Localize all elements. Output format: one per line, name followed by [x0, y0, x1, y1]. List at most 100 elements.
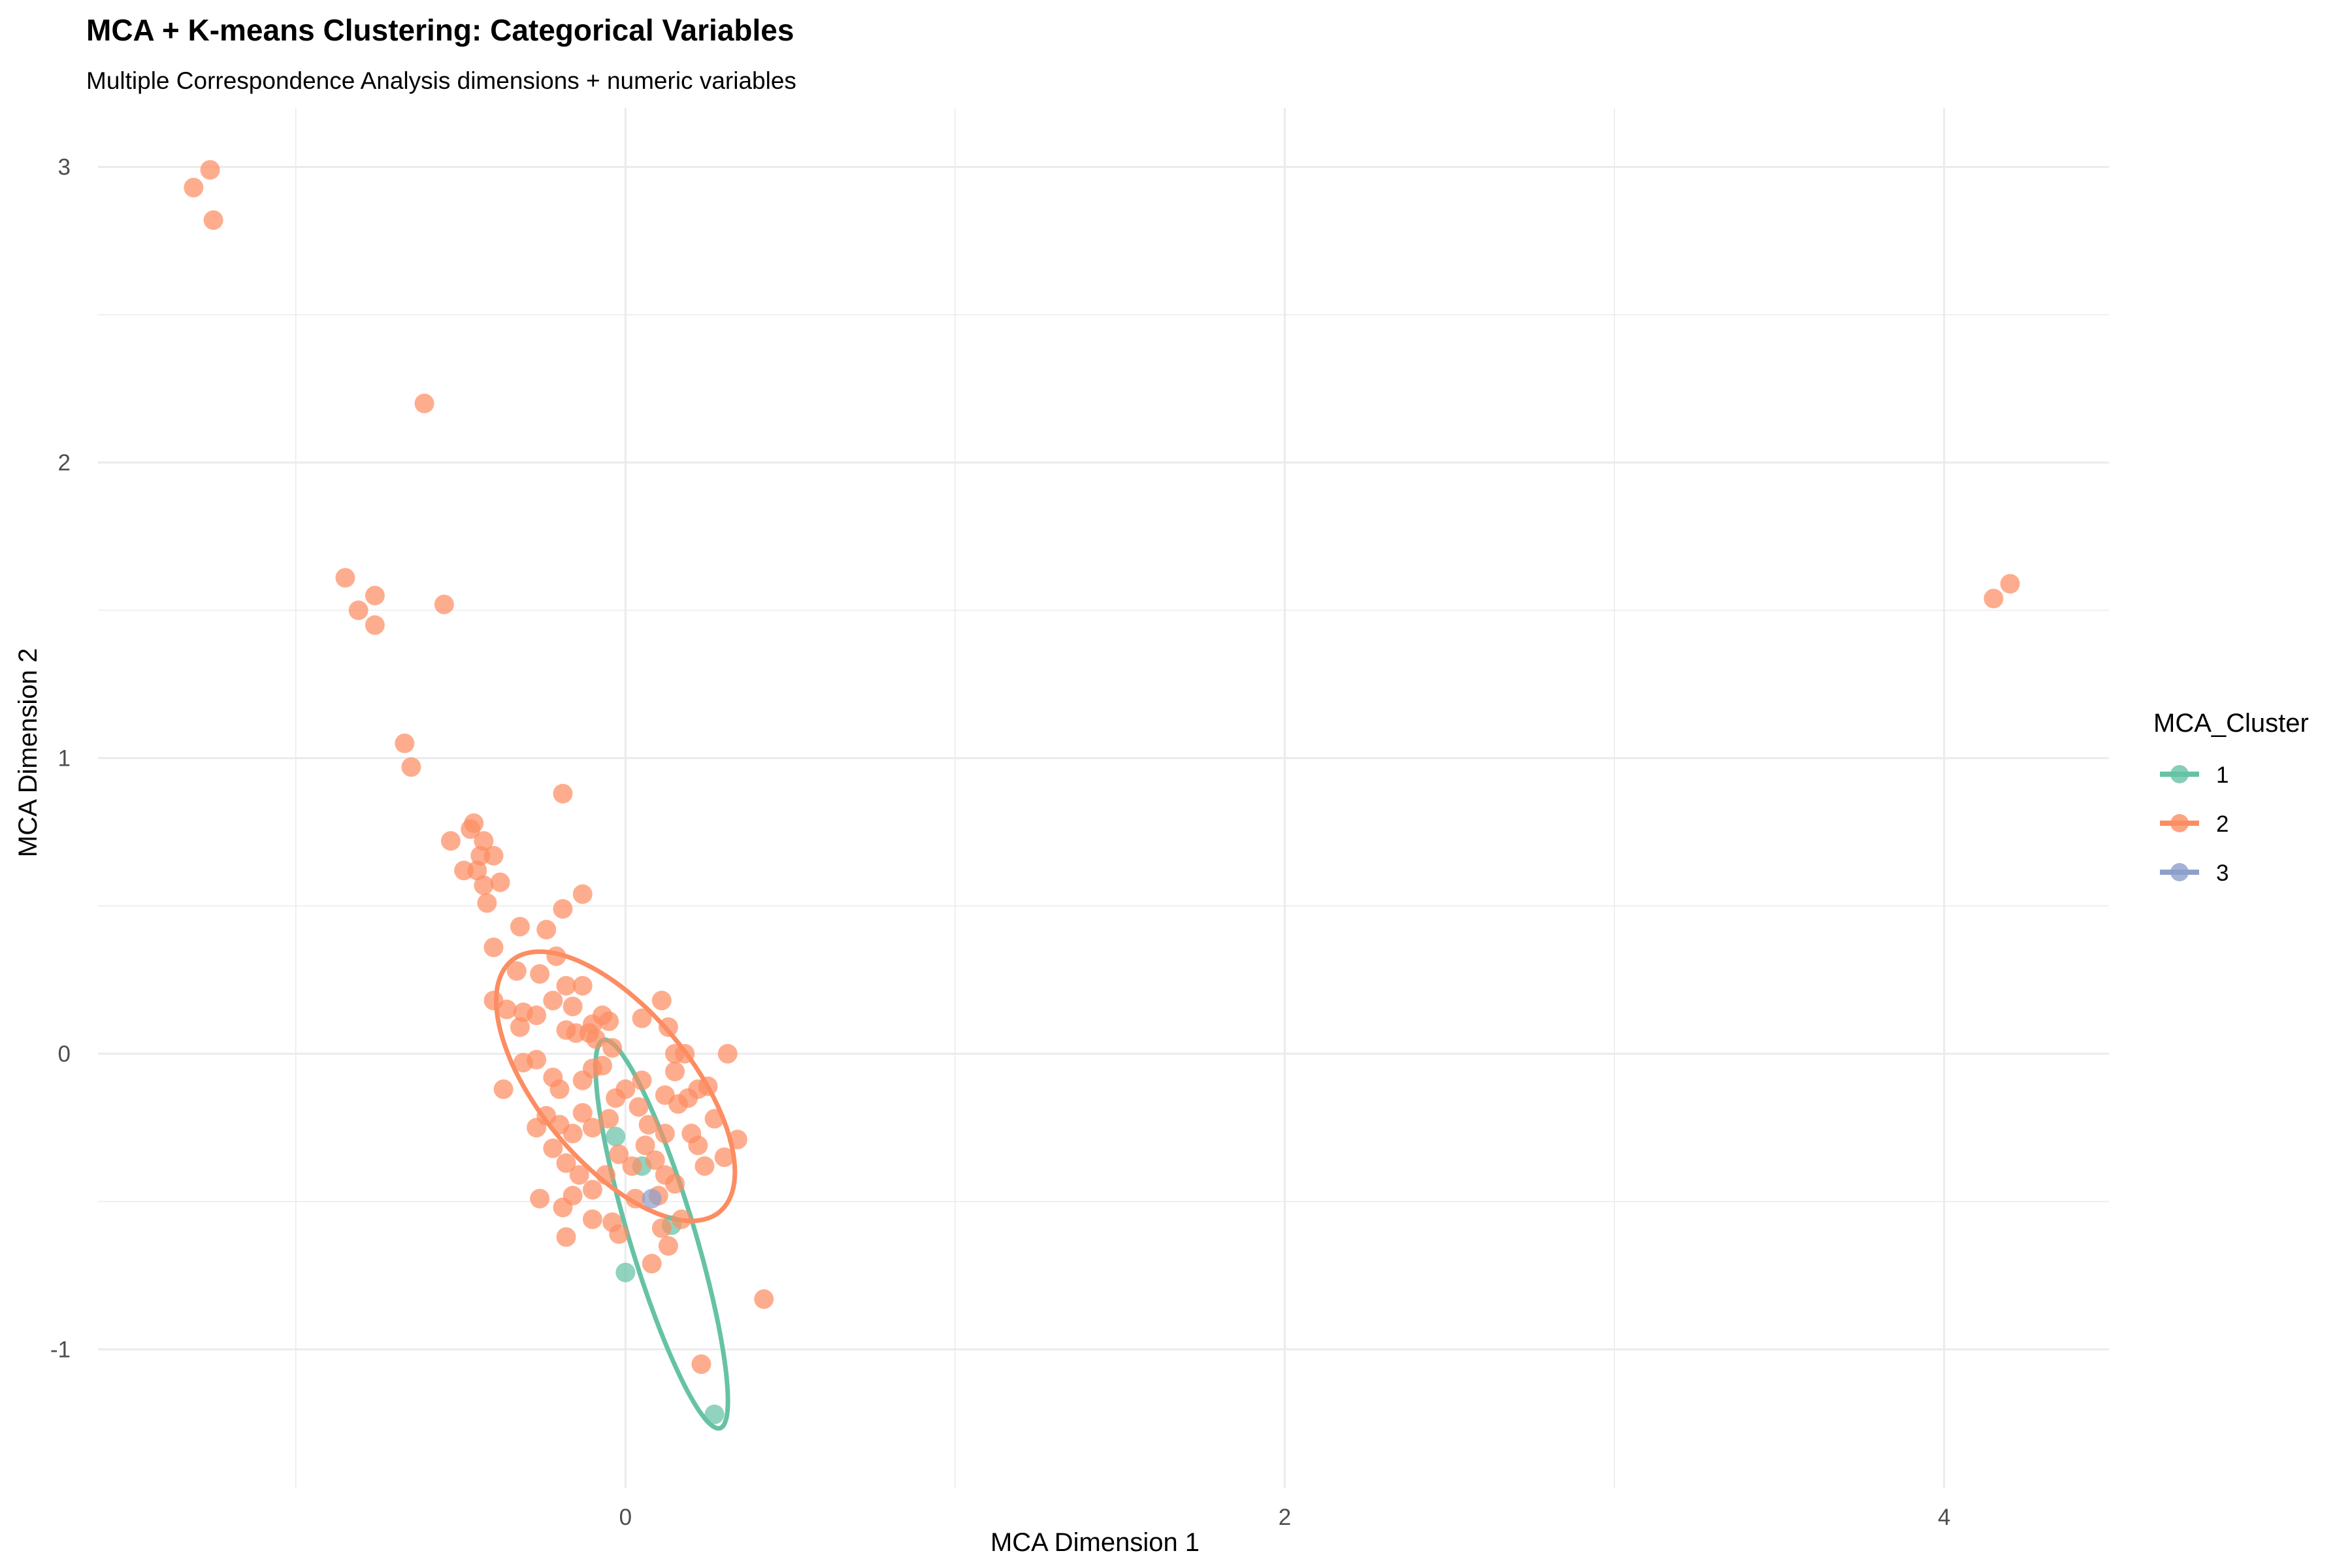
cluster-1-point: [615, 1262, 636, 1282]
cluster-2-point: [688, 1135, 708, 1156]
cluster-2-point: [694, 1156, 715, 1176]
cluster-2-point: [665, 1062, 685, 1082]
cluster-1-point: [704, 1404, 725, 1424]
legend: MCA_Cluster 1 2 3: [2153, 709, 2309, 886]
cluster-2-point: [632, 1008, 652, 1028]
grid: [98, 108, 2109, 1488]
cluster-2-point: [714, 1147, 734, 1168]
cluster-2-point: [1984, 589, 2004, 609]
scatter-points: [184, 160, 2020, 1424]
cluster-2-point: [434, 595, 454, 615]
cluster-2-point: [474, 875, 494, 895]
chart-subtitle: Multiple Correspondence Analysis dimensi…: [86, 67, 796, 94]
cluster-2-point: [395, 733, 415, 753]
cluster-2-point: [582, 1209, 602, 1230]
cluster-2-point: [200, 160, 220, 180]
cluster-2-point: [549, 1079, 570, 1100]
cluster-2-point: [727, 1130, 747, 1150]
cluster-2-point: [629, 1097, 649, 1117]
cluster-2-point: [493, 1079, 514, 1100]
cluster-2-point: [602, 1037, 623, 1058]
cluster-2-point: [365, 615, 385, 635]
cluster-2-point: [704, 1109, 725, 1129]
cluster-2-point: [609, 1224, 629, 1244]
cluster-2-point: [483, 937, 504, 957]
cluster-2-point: [599, 1011, 619, 1032]
y-axis-title: MCA Dimension 2: [14, 648, 42, 857]
legend-key-point: [2170, 863, 2189, 881]
cluster-2-point: [651, 990, 672, 1011]
cluster-1-point: [606, 1126, 626, 1147]
x-tick-label: 2: [1279, 1505, 1291, 1530]
cluster-2-point: [536, 919, 557, 939]
cluster-2-point: [553, 783, 573, 804]
cluster-2-point: [483, 845, 504, 866]
cluster-2-point: [572, 884, 593, 904]
cluster-2-point: [655, 1124, 675, 1144]
cluster-2-point: [543, 990, 563, 1011]
cluster-2-point: [638, 1115, 659, 1135]
cluster-2-point: [477, 893, 497, 913]
cluster-2-point: [645, 1150, 665, 1170]
legend-item-1: 1: [2160, 762, 2229, 788]
cluster-2-point: [754, 1289, 774, 1309]
cluster-2-point: [543, 1138, 563, 1158]
legend-label: 2: [2216, 811, 2229, 837]
legend-title: MCA_Cluster: [2153, 709, 2309, 738]
cluster-2-point: [556, 1227, 576, 1247]
cluster-3-point: [642, 1188, 662, 1209]
x-axis-title: MCA Dimension 1: [990, 1528, 1200, 1557]
cluster-2-point: [572, 1103, 593, 1123]
legend-item-3: 3: [2160, 860, 2229, 886]
cluster-2-point: [527, 1005, 547, 1026]
cluster-2-point: [579, 1023, 599, 1043]
cluster-2-point: [563, 1124, 583, 1144]
cluster-2-point: [474, 831, 494, 851]
cluster-2-point: [556, 1153, 576, 1173]
cluster-2-point: [335, 568, 355, 588]
cluster-2-point: [635, 1135, 655, 1156]
cluster-2-point: [467, 860, 487, 881]
cluster-2-point: [440, 831, 461, 851]
cluster-2-point: [530, 964, 550, 984]
cluster-2-point: [658, 1017, 678, 1037]
cluster-2-point: [625, 1188, 645, 1209]
cluster-2-point: [668, 1094, 689, 1114]
cluster-2-point: [569, 1165, 589, 1185]
cluster-2-point: [582, 1180, 602, 1200]
cluster-2-point: [546, 946, 566, 966]
legend-label: 1: [2216, 762, 2229, 788]
cluster-2-point: [401, 757, 421, 777]
y-tick-label: 0: [58, 1041, 71, 1067]
cluster-2-point: [622, 1156, 642, 1176]
cluster-2-point: [563, 996, 583, 1017]
y-tick-label: 2: [58, 450, 71, 476]
y-tick-label: -1: [50, 1337, 71, 1362]
cluster-2-point: [510, 1017, 530, 1037]
cluster-2-point: [414, 393, 434, 414]
cluster-2-point: [599, 1109, 619, 1129]
cluster-2-point: [203, 210, 223, 230]
legend-key-point: [2170, 814, 2189, 832]
cluster-2-point: [527, 1049, 547, 1070]
cluster-2-point: [658, 1235, 678, 1256]
cluster-2-point: [464, 813, 484, 833]
y-tick-label: 1: [58, 745, 71, 771]
cluster-2-point: [675, 1043, 695, 1064]
cluster-2-point: [609, 1144, 629, 1164]
chart-title: MCA + K-means Clustering: Categorical Va…: [86, 13, 794, 47]
x-tick-label: 4: [1938, 1505, 1950, 1530]
cluster-2-point: [651, 1218, 672, 1238]
cluster-2-point: [510, 917, 530, 937]
cluster-2-point: [556, 975, 576, 996]
cluster-2-point: [348, 600, 368, 621]
cluster-2-point: [2000, 574, 2020, 594]
cluster-2-point: [572, 975, 593, 996]
cluster-2-point: [490, 872, 510, 892]
cluster-2-point: [184, 178, 204, 198]
cluster-2-point: [563, 1186, 583, 1206]
cluster-2-point: [365, 585, 385, 606]
cluster-2-point: [593, 1055, 613, 1075]
cluster-2-point: [615, 1079, 636, 1100]
